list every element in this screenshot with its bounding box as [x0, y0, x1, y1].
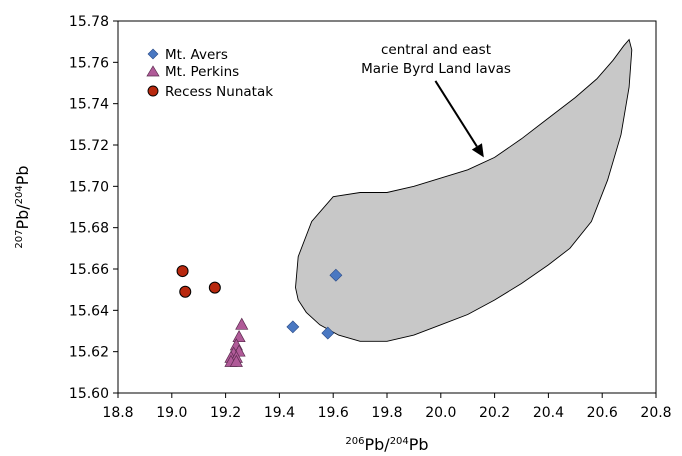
x-tick-label: 18.8 — [102, 405, 133, 421]
mt-perkins-point — [235, 317, 249, 330]
annotation-arrow-line — [434, 80, 478, 147]
x-tick-label: 19.8 — [371, 405, 402, 421]
x-axis-label: 206Pb/204Pb — [345, 435, 428, 454]
y-axis-label: 207Pb/204Pb — [13, 165, 32, 248]
y-tick-label: 15.72 — [69, 138, 109, 154]
x-tick-label: 19.4 — [264, 405, 295, 421]
annotation-line-2: Marie Byrd Land lavas — [361, 61, 511, 77]
annotation-arrowhead — [471, 143, 484, 158]
y-tick-label: 15.66 — [69, 262, 109, 278]
y-tick-label: 15.76 — [69, 55, 109, 71]
mt-perkins-point — [232, 329, 246, 343]
legend-label-mt-avers: Mt. Avers — [165, 47, 228, 63]
y-tick-label: 15.74 — [69, 97, 109, 113]
x-axis-ticks: 18.8 19.0 19.2 19.4 19.6 19.8 20.0 20.2 20.4 20.6… — [102, 393, 672, 421]
x-tick-label: 19.6 — [318, 405, 349, 421]
legend-marker-mt-avers — [147, 48, 159, 60]
mt-perkins-point — [229, 354, 243, 367]
mt-avers-point — [321, 326, 335, 340]
mt-avers-point — [286, 320, 300, 334]
y-tick-label: 15.62 — [69, 345, 109, 361]
recess-nunatak-point — [179, 285, 192, 298]
legend-marker-recess-nunatak — [147, 85, 159, 97]
field-annotation: central and east Marie Byrd Land lavas — [361, 42, 511, 158]
data-points — [176, 265, 343, 367]
legend-label-mt-perkins: Mt. Perkins — [165, 64, 239, 80]
legend-marker-mt-perkins — [146, 65, 160, 77]
legend-label-recess-nunatak: Recess Nunatak — [165, 84, 273, 100]
y-tick-label: 15.68 — [69, 221, 109, 237]
y-axis-ticks: 15.60 15.62 15.64 15.66 15.68 15.70 15.72 15.74… — [69, 14, 118, 402]
legend: Mt. Avers Mt. Perkins Recess Nunatak — [146, 47, 273, 100]
recess-nunatak-point — [176, 265, 189, 278]
annotation-line-1: central and east — [381, 42, 491, 58]
x-tick-label: 20.0 — [425, 405, 456, 421]
x-tick-label: 20.8 — [640, 405, 671, 421]
y-tick-label: 15.70 — [69, 179, 109, 195]
y-tick-label: 15.64 — [69, 303, 109, 319]
x-tick-label: 20.6 — [587, 405, 618, 421]
x-tick-label: 19.0 — [156, 405, 187, 421]
x-tick-label: 20.2 — [479, 405, 510, 421]
y-tick-label: 15.60 — [69, 386, 109, 402]
x-tick-label: 20.4 — [533, 405, 564, 421]
x-tick-label: 19.2 — [210, 405, 241, 421]
y-tick-label: 15.78 — [69, 14, 109, 30]
mt-avers-point — [329, 268, 343, 282]
recess-nunatak-point — [208, 281, 221, 294]
mbl-lava-field — [295, 38, 633, 342]
